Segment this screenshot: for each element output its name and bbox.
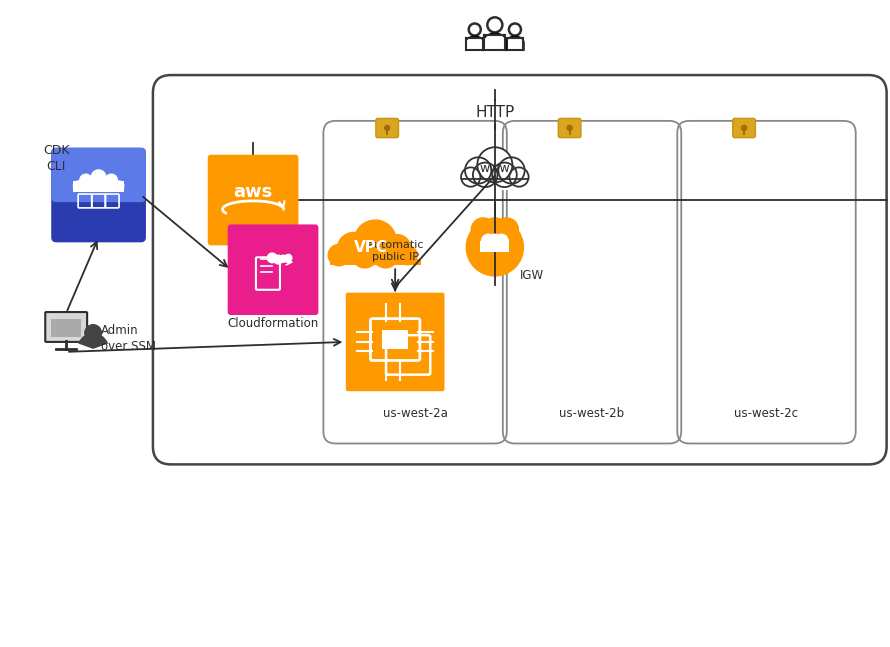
Circle shape — [509, 168, 529, 187]
Circle shape — [113, 181, 125, 192]
Circle shape — [740, 125, 748, 131]
Circle shape — [284, 254, 293, 262]
Circle shape — [104, 173, 118, 187]
Circle shape — [461, 168, 481, 187]
Bar — [481, 241, 509, 252]
Circle shape — [384, 125, 391, 131]
FancyBboxPatch shape — [207, 155, 298, 245]
Circle shape — [336, 232, 370, 265]
Circle shape — [494, 217, 519, 243]
Circle shape — [372, 241, 399, 269]
Circle shape — [273, 254, 283, 265]
FancyBboxPatch shape — [52, 148, 146, 243]
FancyBboxPatch shape — [558, 118, 581, 138]
Text: www: www — [480, 162, 510, 175]
Text: HTTP: HTTP — [475, 105, 514, 120]
Circle shape — [477, 148, 513, 182]
Text: us-west-2c: us-west-2c — [734, 406, 798, 420]
Circle shape — [481, 234, 496, 248]
Circle shape — [328, 244, 351, 267]
Circle shape — [473, 162, 498, 187]
Circle shape — [267, 252, 278, 263]
FancyBboxPatch shape — [346, 292, 444, 391]
Circle shape — [397, 245, 417, 265]
Circle shape — [566, 125, 573, 131]
Circle shape — [498, 157, 525, 184]
Circle shape — [73, 181, 84, 192]
Bar — [382, 330, 409, 349]
Circle shape — [482, 217, 507, 243]
Text: aws: aws — [233, 183, 272, 201]
Bar — [52, 319, 81, 337]
Circle shape — [352, 241, 378, 269]
FancyBboxPatch shape — [228, 225, 319, 315]
Circle shape — [465, 157, 491, 184]
Circle shape — [85, 324, 102, 342]
Circle shape — [471, 217, 496, 243]
Circle shape — [488, 234, 502, 248]
Circle shape — [353, 219, 397, 263]
Text: Cloudformation: Cloudformation — [228, 317, 319, 330]
Circle shape — [79, 173, 93, 187]
Circle shape — [279, 254, 287, 263]
Circle shape — [494, 234, 509, 248]
Circle shape — [492, 162, 517, 187]
Text: us-west-2b: us-west-2b — [560, 406, 625, 420]
Text: us-west-2a: us-west-2a — [383, 406, 448, 420]
Circle shape — [91, 170, 107, 185]
Text: CDK
CLI: CDK CLI — [43, 144, 69, 173]
FancyBboxPatch shape — [45, 312, 87, 342]
Bar — [329, 259, 421, 265]
Text: VPC: VPC — [354, 240, 388, 255]
Bar — [73, 181, 124, 192]
FancyBboxPatch shape — [376, 118, 399, 138]
Text: automatic
public IP: automatic public IP — [367, 240, 424, 262]
Wedge shape — [78, 333, 108, 349]
Circle shape — [383, 234, 411, 263]
Text: Admin
over SSM: Admin over SSM — [101, 324, 156, 353]
Text: IGW: IGW — [520, 269, 544, 281]
Bar — [462, 179, 528, 190]
FancyBboxPatch shape — [732, 118, 756, 138]
FancyBboxPatch shape — [52, 148, 146, 202]
Circle shape — [465, 218, 524, 277]
